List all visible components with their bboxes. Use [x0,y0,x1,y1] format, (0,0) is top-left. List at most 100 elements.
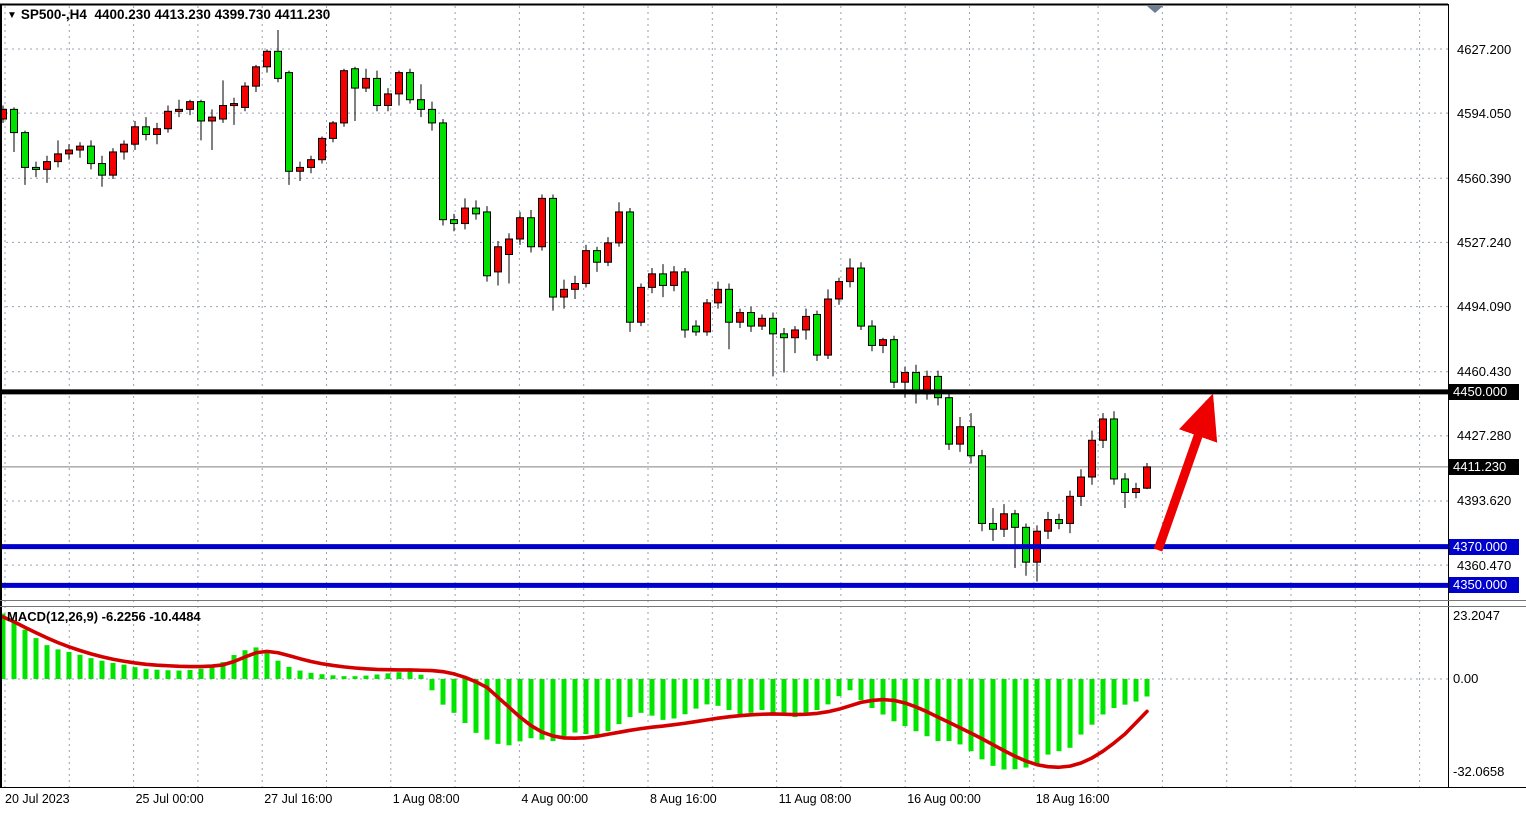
candle-bullish [43,161,51,170]
macd-histogram-bar [583,679,589,734]
candle-bullish [538,197,546,248]
candle-bullish [846,267,854,283]
macd-histogram-bar [484,679,490,740]
macd-histogram-bar [660,679,666,720]
candle-bearish [769,317,777,335]
macd-histogram-bar [935,679,941,742]
macd-histogram-bar [748,679,754,713]
price-axis-label: 4627.200 [1457,41,1512,57]
candle-bullish [505,238,513,255]
macd-histogram-bar [374,674,380,679]
macd-histogram-bar [440,679,446,705]
candle-bearish [373,77,381,107]
macd-histogram-bar [242,650,248,679]
time-axis-label: 4 Aug 00:00 [521,792,589,806]
macd-histogram-bar [275,660,281,679]
macd-histogram-bar [528,679,534,739]
macd-histogram-bar [968,679,974,752]
candle-bullish [153,128,161,136]
macd-axis-label: 23.2047 [1453,608,1500,623]
candle-bearish [274,50,282,79]
macd-histogram-bar [308,672,314,679]
price-level-badge: 4450.000 [1449,383,1519,400]
candle-bearish [98,163,106,176]
candle-bullish [1132,488,1140,494]
candle-bearish [692,325,700,333]
macd-histogram-bar [616,679,622,725]
macd-histogram-bar [330,675,336,679]
candle-bullish [175,108,183,112]
macd-histogram-bar [737,679,743,715]
macd-histogram-bar [264,652,270,679]
macd-histogram-bar [418,674,424,679]
candle-bullish [76,145,84,151]
candle-bearish [747,312,755,327]
macd-histogram-bar [132,667,138,679]
time-axis-label: 25 Jul 00:00 [135,792,204,806]
candle-bearish [406,72,414,101]
candle-bearish [439,122,447,221]
candle-bearish [813,313,821,356]
macd-histogram-bar [187,669,193,679]
candle-bearish [659,273,667,286]
macd-histogram-bar [957,679,963,745]
macd-signal-line [1,615,1149,770]
macd-histogram-bar [1100,679,1106,715]
candle-bullish [516,217,524,240]
candle-bullish [1143,466,1151,489]
candle-bullish [131,126,139,145]
macd-histogram-bar [1078,679,1084,735]
candle-bullish [208,116,216,122]
macd-histogram-bar [825,679,831,705]
candle-bullish [1099,418,1107,441]
candle-bearish [868,325,876,346]
time-axis-label: 16 Aug 00:00 [907,792,981,806]
candle-bullish [340,70,348,124]
macd-histogram-bar [1144,679,1150,697]
price-level-badge: 4370.000 [1449,538,1519,555]
macd-histogram-bar [22,629,28,679]
macd-histogram-bar [44,645,50,679]
macd-histogram-bar [1067,679,1073,748]
candle-bearish [890,339,898,383]
macd-histogram-bar [627,679,633,718]
candle-bullish [582,250,590,285]
candle-bullish [395,72,403,95]
ohlc-readout: 4400.230 4413.230 4399.730 4411.230 [94,7,331,22]
candle-bullish [901,372,909,383]
collapse-triangle-icon[interactable]: ▼ [7,10,17,21]
macd-histogram-bar [814,679,820,711]
macd-histogram-bar [1023,679,1029,768]
time-axis-label: 11 Aug 08:00 [778,792,852,806]
candle-bearish [483,211,491,277]
macd-histogram-bar [1045,679,1051,755]
price-axis-label: 4594.050 [1457,105,1512,121]
candle-bullish [714,288,722,304]
macd-histogram-bar [682,679,688,715]
candle-bullish [560,288,568,298]
candle-bearish [780,333,788,339]
macd-histogram-bar [99,660,105,679]
candle-bullish [824,298,832,356]
macd-histogram-bar [1001,679,1007,770]
macd-indicator-label: MACD(12,26,9) -6.2256 -10.4484 [7,609,201,624]
candle-bullish [1066,495,1074,524]
candle-bullish [571,283,579,290]
macd-axis-label: -32.0658 [1453,764,1505,779]
macd-histogram-bar [462,679,468,723]
trend-arrow-up[interactable] [1153,393,1218,552]
candle-bearish [197,101,205,122]
candle-bearish [527,217,535,248]
time-axis-label: 18 Aug 16:00 [1035,792,1110,806]
candle-bearish [1121,478,1129,494]
candle-bearish [417,99,425,110]
candle-bullish [318,137,326,161]
price-axis-label: 4393.620 [1457,493,1512,509]
macd-histogram-bar [1056,679,1062,752]
candle-bearish [725,288,733,323]
candle-bullish [219,105,227,120]
candle-bullish [670,271,678,286]
candle-bullish [791,329,799,339]
macd-histogram-bar [220,662,226,679]
